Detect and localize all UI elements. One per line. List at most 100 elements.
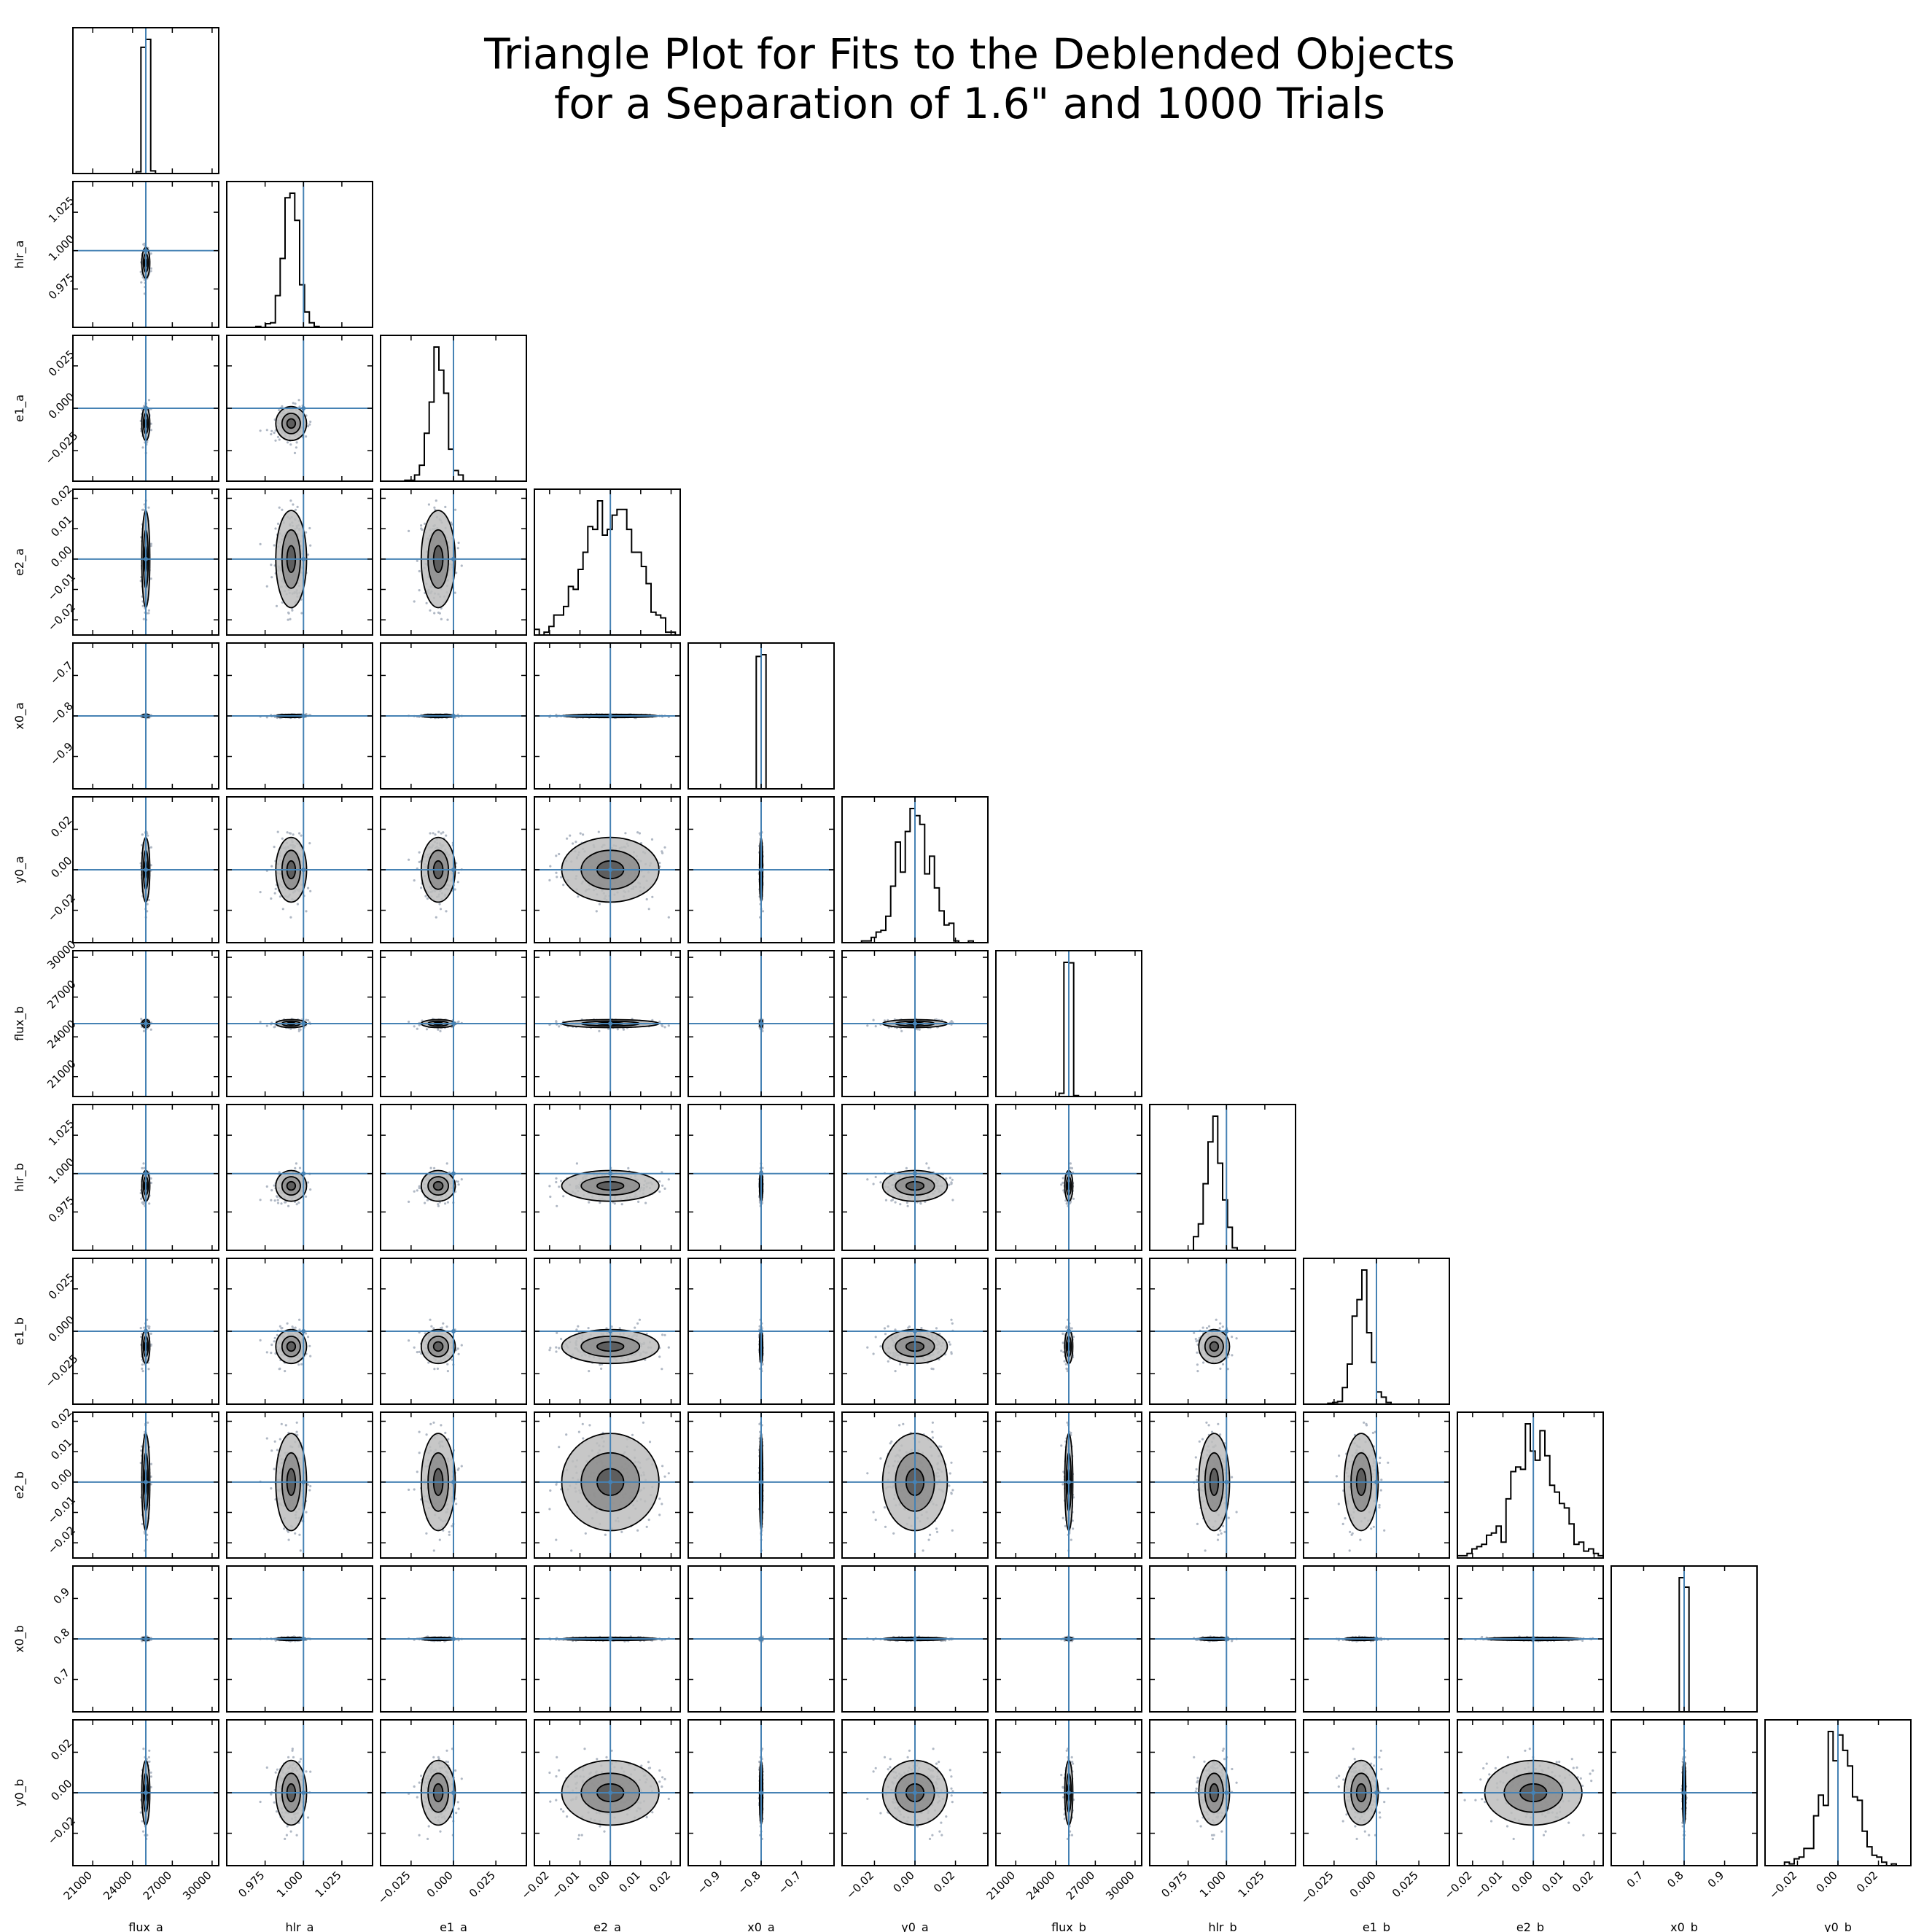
sample-point [420,887,423,889]
truth-marker [301,406,306,410]
sample-point [273,432,276,435]
panel-flux_b-vs-x0_a [688,950,835,1097]
panel-flux_b-vs-hlr_a [226,950,373,1097]
sample-point [289,832,292,835]
sample-point [582,833,585,836]
sample-point [569,834,572,837]
panel-x0_a-vs-flux_a: −0.9−0.8−0.7 [47,642,219,790]
sample-point [413,600,416,603]
sample-point [149,429,152,432]
sample-point [270,564,273,566]
sample-point [273,544,276,547]
sample-point [307,425,310,428]
sample-point [432,832,435,835]
sample-point [636,831,639,834]
sample-point [293,451,297,455]
sample-point [416,1027,418,1030]
sample-point [259,429,262,432]
panel-flux_b-vs-e1_a [380,950,527,1097]
y-tick-label-e1_a: −0.025 [42,429,80,467]
truth-marker [144,868,148,872]
sample-point [274,887,277,890]
panel-flux_b-vs-y0_a [841,950,989,1097]
sample-point [460,564,463,567]
sample-point [149,422,152,425]
sample-point [300,612,303,615]
sample-point [309,889,312,892]
sample-point [437,830,440,833]
sample-point [595,910,598,913]
sample-point [295,446,297,449]
sample-point [555,1020,558,1023]
truth-marker [144,1021,148,1026]
y-tick-label-e2_a: 0.00 [48,543,74,569]
truth-marker [608,714,613,718]
sample-point [661,852,664,854]
sample-point [274,439,277,442]
sample-point [574,841,577,844]
sample-point [598,903,601,905]
sample-point [147,399,151,402]
sample-point [149,846,152,849]
sample-point [308,526,311,530]
sample-point [420,524,423,527]
sample-point [651,895,654,898]
sample-point [418,569,421,573]
panel-frame [534,488,681,636]
panel-x0_a-vs-e1_a [380,642,527,790]
sample-point [289,916,292,919]
sample-point [457,541,460,545]
sample-point [259,891,262,894]
panel-e2_a-vs-e1_a [380,488,527,636]
sample-point [663,846,666,849]
sample-point [141,604,144,607]
truth-marker [608,868,613,872]
sample-point [149,270,152,273]
sample-point [560,876,563,879]
panel-y0_a-vs-x0_a [688,796,835,943]
sample-point [309,544,312,547]
sample-point [287,612,290,615]
sample-point [142,508,145,511]
sample-point [577,895,580,898]
truth-marker [301,1021,306,1026]
sample-point [142,1029,146,1032]
sample-point [413,1025,416,1028]
sample-point [270,897,273,900]
truth-marker [301,714,306,718]
truth-marker [301,556,306,561]
sample-point [292,503,295,506]
sample-point [300,834,303,837]
sample-point [616,1028,619,1031]
sample-point [287,618,289,621]
sample-point [273,846,276,849]
sample-point [440,618,443,620]
sample-point [265,429,268,432]
sample-point [645,897,648,901]
truth-marker [608,1021,613,1026]
sample-point [413,879,416,882]
sample-point [139,270,142,273]
sample-point [273,892,276,895]
sample-point [276,522,280,526]
sample-point [434,833,437,836]
y-tick-label-y0_a: 0.00 [48,854,74,880]
panel-flux_a-vs-flux_a [72,27,219,174]
panel-y0_a-vs-e1_a [380,796,527,943]
sample-point [149,542,152,545]
sample-point [598,1029,601,1032]
sample-point [408,529,410,533]
sample-point [276,830,279,833]
histogram-e2_a [534,500,680,636]
sample-point [425,601,428,604]
sample-point [270,576,273,579]
sample-point [286,831,289,834]
panel-frame [226,181,373,328]
sample-point [298,405,301,408]
sample-point [426,897,429,900]
sample-point [453,888,456,891]
sample-point [147,506,150,509]
sample-point [289,618,292,620]
